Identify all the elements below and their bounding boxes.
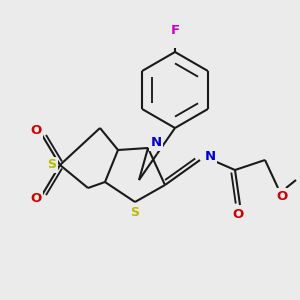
Text: O: O [232,208,244,221]
Text: N: N [150,136,162,149]
Text: O: O [30,193,42,206]
Text: F: F [170,23,180,37]
Text: S: S [130,206,140,218]
Text: O: O [30,124,42,137]
Text: O: O [276,190,288,202]
Text: N: N [204,149,216,163]
Text: S: S [47,158,56,172]
